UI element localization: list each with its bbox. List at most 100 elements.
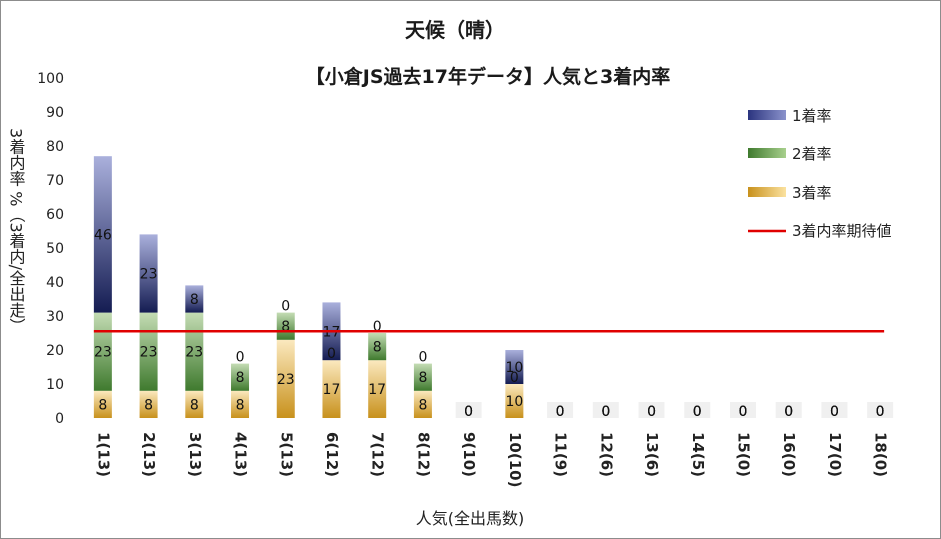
data-label: 0: [236, 350, 245, 366]
data-label: 23: [277, 372, 295, 388]
data-label: 8: [98, 397, 107, 413]
bar-3rd: [368, 360, 387, 418]
data-label: 0: [464, 404, 473, 420]
legend-label-2nd: 2着率: [792, 145, 832, 163]
data-label: 8: [236, 370, 245, 386]
y-tick-label: 20: [46, 343, 64, 359]
chart-title: 天候（晴）: [405, 18, 505, 42]
data-label: 8: [190, 292, 199, 308]
data-label: 8: [418, 397, 427, 413]
data-label: 0: [693, 404, 702, 420]
bar-2nd: [368, 333, 387, 361]
data-label: 0: [784, 404, 793, 420]
x-tick-label: 18(0): [872, 432, 890, 477]
data-label: 0: [556, 404, 565, 420]
data-label: 23: [94, 345, 112, 361]
legend-label-3rd: 3着率: [792, 184, 832, 202]
data-label: 0: [876, 404, 885, 420]
data-label: 0: [601, 404, 610, 420]
y-tick-label: 50: [46, 241, 64, 257]
data-label: 8: [236, 397, 245, 413]
bar-1st: [505, 350, 524, 384]
x-tick-label: 10(10): [506, 432, 524, 487]
data-label: 0: [327, 346, 336, 362]
bar-3rd: [139, 390, 158, 418]
bar-1st: [139, 234, 158, 313]
data-label: 0: [739, 404, 748, 420]
y-tick-label: 70: [46, 173, 64, 189]
x-tick-label: 8(12): [414, 432, 432, 477]
x-tick-label: 14(5): [689, 432, 707, 477]
data-label: 0: [647, 404, 656, 420]
bar-3rd: [93, 390, 112, 418]
y-tick-label: 90: [46, 105, 64, 121]
empty-bar-placeholder: [638, 402, 665, 418]
x-tick-label: 2(13): [140, 432, 158, 477]
data-label: 23: [185, 345, 203, 361]
x-tick-label: 7(12): [369, 432, 387, 477]
y-tick-label: 30: [46, 309, 64, 325]
data-label: 0: [464, 404, 473, 420]
data-label: 0: [830, 404, 839, 420]
x-axis-ticks: 1(13) 2(13) 3(13) 4(13) 5(13) 6(12) 7(12) 8(12)…: [94, 432, 889, 487]
empty-bar-placeholder: [684, 402, 711, 418]
data-label: 0: [647, 404, 656, 420]
data-label: 8: [190, 397, 199, 413]
data-label: 0: [876, 404, 885, 420]
bar-2nd: [231, 363, 250, 391]
bars: [93, 156, 894, 418]
empty-bar-placeholder: [729, 402, 756, 418]
y-tick-label: 0: [55, 411, 64, 427]
data-label: 0: [693, 404, 702, 420]
data-label: 0: [556, 404, 565, 420]
data-label: 0: [830, 404, 839, 420]
empty-bar-placeholder: [455, 402, 482, 418]
y-tick-label: 60: [46, 207, 64, 223]
data-label: 23: [140, 345, 158, 361]
x-tick-label: 1(13): [94, 432, 112, 477]
empty-bar-placeholder: [775, 402, 802, 418]
data-label: 8: [418, 370, 427, 386]
x-tick-label: 6(12): [323, 432, 341, 477]
data-label: 8: [373, 340, 382, 356]
bar-3rd: [185, 390, 204, 418]
data-label: 0: [784, 404, 793, 420]
data-label: 0: [876, 404, 885, 420]
data-label: 0: [739, 404, 748, 420]
x-tick-label: 15(0): [734, 432, 752, 477]
x-tick-label: 12(6): [597, 432, 615, 477]
data-label: 0: [647, 404, 656, 420]
data-label: 0: [418, 350, 427, 366]
y-tick-label: 80: [46, 139, 64, 155]
bar-3rd: [231, 390, 250, 418]
bar-2nd: [276, 312, 295, 340]
data-label: 0: [830, 404, 839, 420]
data-label: 0: [556, 404, 565, 420]
x-tick-label: 11(9): [552, 432, 570, 477]
data-label: 0: [601, 404, 610, 420]
legend-label-1st: 1着率: [792, 107, 832, 125]
data-label: 0: [281, 299, 290, 315]
data-label: 0: [373, 319, 382, 335]
bar-3rd: [322, 360, 341, 418]
legend: 1着率 2着率 3着率 3着内率期待値: [748, 107, 892, 240]
x-axis-title: 人気(全出馬数): [416, 509, 525, 528]
data-label: 10: [505, 360, 523, 376]
y-axis-title: 3着内率 %（3着内/全出走）: [7, 128, 26, 334]
data-label: 17: [368, 382, 386, 398]
data-label: 23: [140, 267, 158, 283]
data-label: 0: [784, 404, 793, 420]
bar-1st: [185, 285, 204, 313]
data-label: 17: [323, 382, 341, 398]
data-label: 0: [510, 370, 519, 386]
data-label: 0: [464, 404, 473, 420]
y-tick-label: 40: [46, 275, 64, 291]
legend-swatch-3rd: [748, 187, 786, 197]
bar-3rd: [276, 339, 295, 418]
empty-bar-placeholder: [821, 402, 848, 418]
y-axis-ticks: 0 10 20 30 40 50 60 70 80 90 100: [37, 71, 64, 427]
bar-3rd: [413, 390, 432, 418]
bar-2nd: [413, 363, 432, 391]
x-tick-label: 3(13): [186, 432, 204, 477]
